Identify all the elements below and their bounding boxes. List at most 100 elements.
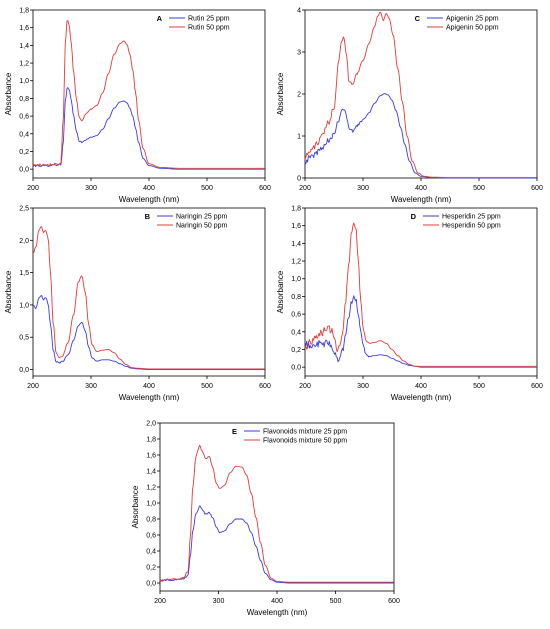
legend-label: Rutin 25 ppm bbox=[188, 16, 230, 23]
x-tick-label: 300 bbox=[357, 383, 369, 390]
y-tick-label: 1,4 bbox=[291, 241, 301, 248]
y-axis-label: Absorbance bbox=[131, 485, 140, 528]
panel-letter: D bbox=[411, 212, 417, 221]
legend-label: Naringin 25 ppm bbox=[176, 214, 228, 221]
y-tick-label: 2,0 bbox=[146, 421, 156, 428]
x-axis-label: Wavelength (nm) bbox=[391, 195, 452, 204]
chart-panel-a: 200 300 400 500 600 0,0 0,2 0,4 0,6 0,8 1,0 1,2 1,4 1… bbox=[4, 8, 271, 205]
x-tick-label: 200 bbox=[27, 383, 39, 390]
series-line-1 bbox=[304, 93, 537, 179]
x-tick-label: 600 bbox=[388, 598, 400, 605]
legend: Rutin 25 ppm Rutin 50 ppm bbox=[169, 16, 230, 32]
y-tick-label: 0 bbox=[297, 176, 301, 183]
y-tick-label: 0,0 bbox=[19, 367, 29, 374]
y-tick-label: 2 bbox=[297, 92, 301, 99]
series-line-2 bbox=[304, 11, 537, 179]
panel-letter: C bbox=[415, 14, 421, 23]
panel-letter: A bbox=[157, 14, 163, 23]
legend: Naringin 25 ppm Naringin 50 ppm bbox=[157, 214, 228, 230]
legend-label: Flavonoids mixture 50 ppm bbox=[263, 438, 347, 445]
y-tick-label: 1,2 bbox=[19, 61, 29, 68]
y-tick-label: 1,6 bbox=[146, 453, 156, 460]
x-axis-label: Wavelength (nm) bbox=[247, 608, 308, 617]
y-axis-label: Absorbance bbox=[276, 270, 285, 313]
y-tick-label: 0,4 bbox=[291, 329, 301, 336]
x-tick-label: 500 bbox=[201, 383, 213, 390]
x-axis-label: Wavelength (nm) bbox=[391, 393, 452, 402]
y-tick-label: 1,8 bbox=[19, 8, 29, 15]
legend-label: Rutin 50 ppm bbox=[188, 25, 230, 32]
x-tick-label: 200 bbox=[299, 383, 311, 390]
legend-label: Naringin 50 ppm bbox=[176, 223, 228, 230]
y-tick-label: 0,8 bbox=[291, 294, 301, 301]
legend-label: Apigenin 25 ppm bbox=[446, 16, 499, 23]
x-tick-label: 400 bbox=[415, 383, 427, 390]
y-tick-label: 0,2 bbox=[291, 347, 301, 354]
x-tick-label: 400 bbox=[271, 598, 283, 605]
panel-letter: E bbox=[232, 427, 237, 436]
y-tick-label: 0,4 bbox=[146, 549, 156, 556]
chart-panel-b: 200 300 400 500 600 0,0 0,5 1,0 1,5 2,0 2,5 Wavelen… bbox=[4, 206, 271, 403]
series-line-2 bbox=[159, 444, 394, 583]
plot-frame bbox=[304, 207, 538, 377]
legend: Apigenin 25 ppm Apigenin 50 ppm bbox=[427, 16, 499, 32]
series-line-1 bbox=[304, 295, 537, 368]
x-tick-label: 500 bbox=[201, 185, 213, 192]
x-tick-label: 200 bbox=[154, 598, 166, 605]
y-tick-label: 2,0 bbox=[19, 238, 29, 245]
x-tick-label: 400 bbox=[143, 383, 155, 390]
series-line-1 bbox=[32, 87, 265, 170]
y-tick-label: 1,8 bbox=[291, 206, 301, 213]
y-tick-label: 1,0 bbox=[19, 78, 29, 85]
y-tick-label: 0,0 bbox=[19, 167, 29, 174]
y-tick-label: 0,6 bbox=[146, 533, 156, 540]
x-axis-label: Wavelength (nm) bbox=[119, 195, 180, 204]
y-tick-label: 1,4 bbox=[19, 43, 29, 50]
y-tick-label: 1,0 bbox=[291, 276, 301, 283]
y-tick-label: 0,6 bbox=[19, 114, 29, 121]
x-tick-label: 500 bbox=[330, 598, 342, 605]
x-tick-label: 300 bbox=[85, 383, 97, 390]
legend: Hesperidin 25 ppm Hesperidin 50 ppm bbox=[423, 214, 501, 230]
y-tick-label: 0,8 bbox=[146, 517, 156, 524]
y-axis-label: Absorbance bbox=[276, 72, 285, 115]
chart-panel-c: 200 300 400 500 600 0 1 2 3 4 Wavelength (nm) Absor… bbox=[276, 8, 543, 205]
x-tick-label: 600 bbox=[259, 383, 271, 390]
x-axis-label: Wavelength (nm) bbox=[119, 393, 180, 402]
y-axis-label: Absorbance bbox=[4, 270, 13, 313]
series-line-1 bbox=[32, 295, 265, 370]
y-tick-label: 1,0 bbox=[146, 501, 156, 508]
y-tick-label: 1 bbox=[297, 134, 301, 141]
y-tick-label: 1,0 bbox=[19, 302, 29, 309]
y-tick-label: 2,5 bbox=[19, 206, 29, 213]
x-tick-label: 400 bbox=[415, 185, 427, 192]
plot-frame bbox=[159, 422, 395, 592]
y-tick-label: 0,6 bbox=[291, 312, 301, 319]
series-line-2 bbox=[32, 20, 265, 169]
legend-label: Hesperidin 50 ppm bbox=[442, 223, 501, 230]
x-tick-label: 600 bbox=[531, 185, 543, 192]
y-tick-label: 0,2 bbox=[19, 149, 29, 156]
panel-letter: B bbox=[145, 212, 151, 221]
legend-label: Hesperidin 25 ppm bbox=[442, 214, 501, 221]
y-tick-label: 1,2 bbox=[146, 485, 156, 492]
chart-panel-e: 200 300 400 500 600 0,0 0,2 0,4 0,6 0,8 1,0 1,2 1,4 1… bbox=[131, 421, 400, 618]
x-tick-label: 300 bbox=[357, 185, 369, 192]
series-line-2 bbox=[32, 226, 265, 370]
y-tick-label: 0,5 bbox=[19, 335, 29, 342]
x-tick-label: 600 bbox=[531, 383, 543, 390]
legend-label: Apigenin 50 ppm bbox=[446, 25, 499, 32]
y-tick-label: 0,2 bbox=[146, 565, 156, 572]
x-tick-label: 500 bbox=[473, 185, 485, 192]
y-tick-label: 1,8 bbox=[146, 437, 156, 444]
x-tick-label: 300 bbox=[213, 598, 225, 605]
x-tick-label: 200 bbox=[299, 185, 311, 192]
x-tick-label: 600 bbox=[259, 185, 271, 192]
y-tick-label: 0,4 bbox=[19, 131, 29, 138]
plot-frame bbox=[304, 9, 538, 179]
x-tick-label: 500 bbox=[473, 383, 485, 390]
y-tick-label: 0,0 bbox=[146, 581, 156, 588]
legend-label: Flavonoids mixture 25 ppm bbox=[263, 429, 347, 436]
x-tick-label: 300 bbox=[85, 185, 97, 192]
